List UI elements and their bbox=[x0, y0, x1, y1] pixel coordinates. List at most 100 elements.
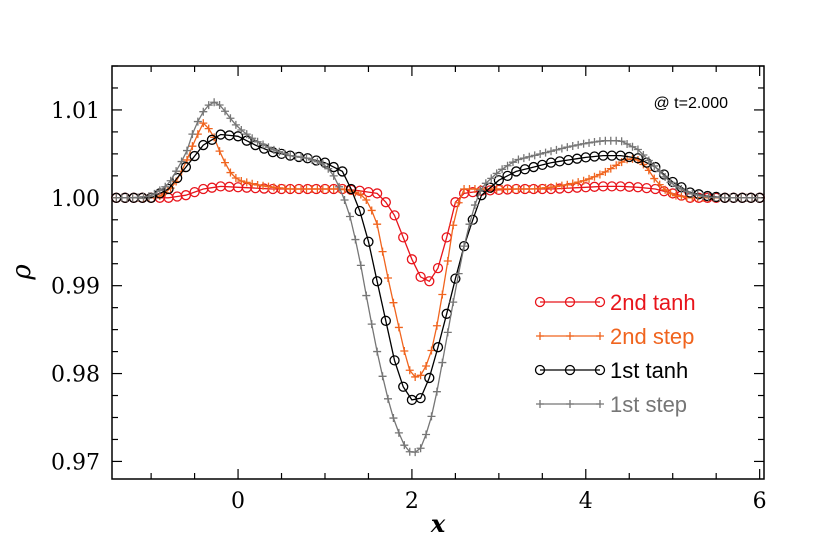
series-point bbox=[574, 178, 583, 187]
series-point bbox=[345, 183, 357, 195]
series-point bbox=[378, 372, 387, 381]
series-point bbox=[502, 170, 513, 181]
series-point bbox=[661, 172, 670, 181]
series-point bbox=[189, 150, 200, 162]
series-point bbox=[253, 180, 262, 189]
series-point bbox=[400, 347, 409, 356]
series-point bbox=[242, 178, 251, 187]
series-point bbox=[465, 220, 474, 229]
series-point bbox=[485, 182, 496, 193]
series-point bbox=[655, 167, 664, 176]
series-point bbox=[590, 172, 599, 181]
series-point bbox=[362, 291, 371, 300]
series-point bbox=[628, 142, 637, 151]
series-point bbox=[541, 148, 550, 157]
series-point bbox=[617, 137, 626, 146]
series-point bbox=[166, 176, 175, 185]
series-point bbox=[161, 182, 170, 191]
series-point bbox=[363, 236, 374, 247]
plot-frame bbox=[111, 65, 765, 480]
y-tick-label: 0.99 bbox=[51, 275, 100, 300]
series-point bbox=[163, 183, 174, 195]
series-point bbox=[454, 198, 463, 207]
series-point bbox=[231, 120, 240, 129]
series-point bbox=[411, 372, 420, 381]
series-point bbox=[269, 145, 278, 154]
series-point bbox=[328, 161, 339, 173]
series-point bbox=[188, 130, 197, 139]
series-point bbox=[639, 150, 648, 159]
series-point bbox=[476, 186, 485, 195]
series-line bbox=[116, 185, 760, 283]
legend-entry: 1st tanh bbox=[534, 358, 688, 383]
series-point bbox=[438, 290, 447, 299]
series-point bbox=[177, 157, 186, 166]
series-point bbox=[150, 189, 159, 198]
series-point bbox=[356, 261, 365, 270]
series-point bbox=[415, 393, 426, 404]
series-point bbox=[373, 347, 382, 356]
legend-marker bbox=[534, 296, 546, 308]
series-point bbox=[337, 166, 348, 177]
series-point bbox=[356, 190, 365, 199]
series-point bbox=[264, 182, 273, 191]
series-point bbox=[237, 177, 246, 186]
series-point bbox=[753, 193, 762, 202]
series-point bbox=[508, 158, 517, 167]
series-point bbox=[226, 168, 235, 177]
legend-marker bbox=[564, 364, 576, 376]
series-point bbox=[677, 185, 686, 194]
series-point bbox=[371, 276, 383, 287]
series-point bbox=[226, 114, 235, 123]
series-point bbox=[666, 178, 675, 187]
series-point bbox=[671, 191, 680, 200]
series-point bbox=[666, 189, 675, 198]
series-point bbox=[193, 117, 202, 126]
series-point bbox=[189, 186, 200, 198]
series-point bbox=[644, 156, 653, 165]
series-point bbox=[443, 328, 452, 337]
series-point bbox=[671, 182, 680, 191]
legend-entry: 2nd step bbox=[536, 324, 694, 349]
series-point bbox=[563, 143, 572, 152]
series-point bbox=[460, 242, 469, 251]
legend-marker bbox=[566, 400, 574, 408]
series-point bbox=[416, 371, 425, 380]
series-point bbox=[199, 119, 208, 128]
series-point bbox=[427, 412, 436, 421]
series-point bbox=[180, 161, 192, 173]
series-point bbox=[259, 140, 268, 149]
series-point bbox=[210, 98, 219, 107]
series-point bbox=[547, 147, 556, 156]
series-point bbox=[552, 145, 561, 154]
y-tick-label: 1.00 bbox=[51, 187, 100, 212]
series-point bbox=[307, 155, 316, 164]
series-point bbox=[422, 430, 431, 439]
series-point bbox=[373, 220, 382, 229]
series-point bbox=[367, 320, 376, 329]
series-point bbox=[422, 361, 431, 370]
series-point bbox=[623, 139, 632, 148]
x-tick-label: 0 bbox=[231, 489, 245, 514]
series-point bbox=[487, 174, 496, 183]
series-point bbox=[180, 190, 192, 201]
series-point bbox=[579, 139, 588, 148]
series-point bbox=[568, 141, 577, 150]
series-point bbox=[204, 124, 213, 133]
series-point bbox=[351, 235, 360, 244]
series-point bbox=[585, 174, 594, 183]
x-tick-label: 4 bbox=[579, 489, 593, 514]
series-point bbox=[454, 269, 463, 278]
series-point bbox=[655, 180, 664, 189]
series-point bbox=[432, 387, 441, 396]
series-point bbox=[682, 187, 691, 196]
series-point bbox=[253, 137, 262, 146]
series-point bbox=[204, 101, 213, 110]
series-point bbox=[612, 161, 621, 170]
annotation: @ t=2.000 bbox=[653, 95, 728, 112]
series-point bbox=[384, 273, 393, 282]
series-point bbox=[182, 146, 191, 155]
series-point bbox=[415, 271, 426, 283]
legend-marker bbox=[596, 332, 604, 340]
